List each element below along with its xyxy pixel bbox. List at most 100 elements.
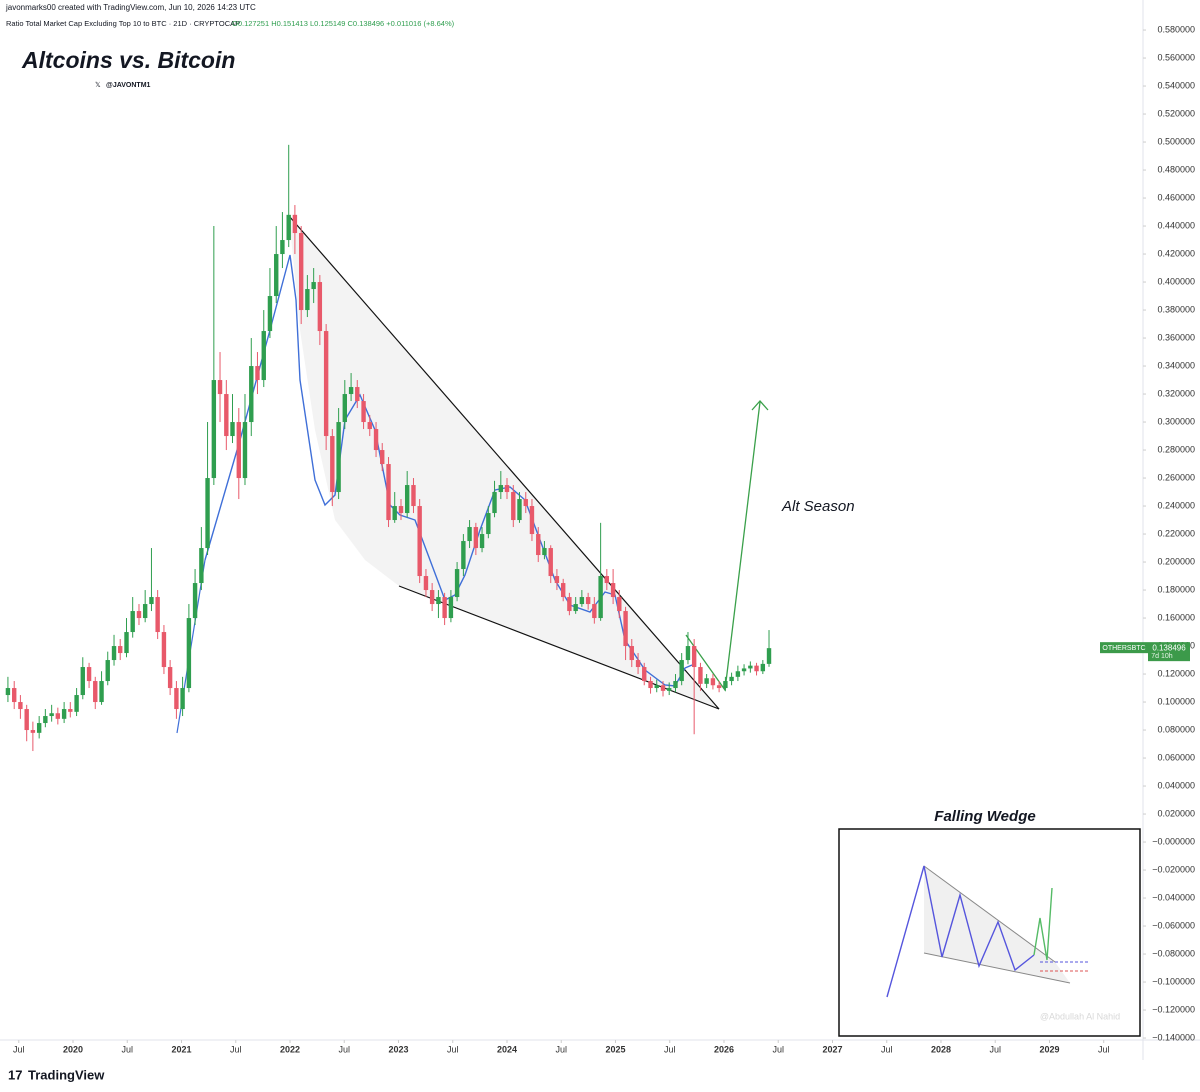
title: Altcoins vs. Bitcoin: [21, 47, 235, 73]
candle-body: [461, 541, 466, 570]
y-tick-label: 0.420000: [1157, 248, 1195, 258]
handle: @JAVONTM1: [106, 82, 151, 89]
y-tick-label: 0.340000: [1157, 360, 1195, 370]
candle-body: [24, 709, 29, 731]
x-tick-label: 2021: [171, 1044, 191, 1054]
y-tick-label: 0.120000: [1157, 668, 1195, 678]
candle-body: [610, 583, 616, 598]
y-tick-label: 0.580000: [1157, 24, 1195, 34]
candle-body: [49, 713, 54, 717]
candle-body: [404, 485, 410, 514]
candle-body: [536, 534, 541, 556]
candle-body: [36, 723, 42, 733]
candle-body: [735, 671, 741, 677]
candle-body: [367, 422, 372, 430]
x-tick-label: Jul: [555, 1044, 567, 1054]
candle-body: [511, 492, 516, 521]
candle-body: [86, 667, 92, 682]
candle-body: [642, 667, 647, 682]
candle-body: [617, 597, 622, 612]
candle-body: [74, 695, 79, 712]
y-tick-label: −0.080000: [1152, 948, 1195, 958]
candle-body: [691, 646, 697, 668]
candle-body: [635, 660, 641, 668]
candle-body: [167, 667, 173, 689]
candle-body: [211, 380, 217, 479]
candle-body: [242, 422, 248, 479]
candle-body: [604, 576, 610, 584]
candle-body: [274, 254, 279, 297]
y-tick-label: 0.360000: [1157, 332, 1195, 342]
y-tick-label: 0.480000: [1157, 164, 1195, 174]
candle-body: [729, 676, 734, 682]
candle-body: [573, 604, 578, 612]
price-tag-value: 0.138496: [1152, 643, 1186, 652]
x-tick-label: Jul: [338, 1044, 350, 1054]
candle-body: [149, 597, 154, 605]
candle-body: [305, 289, 310, 311]
candle-body: [760, 663, 766, 672]
candle-body: [498, 485, 504, 493]
candle-body: [442, 597, 447, 619]
header: javonmarks00 created with TradingView.co…: [5, 3, 256, 12]
y-tick-label: 0.540000: [1157, 80, 1195, 90]
inset-path: [886, 865, 1035, 998]
y-tick-label: 0.500000: [1157, 136, 1195, 146]
annotation: Alt Season: [781, 498, 855, 515]
y-tick-label: 0.560000: [1157, 52, 1195, 62]
candle-body: [111, 646, 117, 661]
y-tick-label: 0.060000: [1157, 752, 1195, 762]
candle-body: [648, 681, 653, 689]
candle-body: [298, 233, 304, 311]
candle-body: [554, 576, 560, 584]
candle-body: [118, 646, 123, 654]
candle-body: [186, 618, 192, 689]
x-tick-label: Jul: [664, 1044, 676, 1054]
x-tick-label: 2023: [388, 1044, 408, 1054]
candle-body: [629, 646, 634, 661]
candle-body: [18, 702, 23, 710]
candle-body: [679, 660, 684, 682]
candle-body: [68, 709, 73, 712]
candle-body: [199, 548, 204, 584]
candle-body: [30, 730, 36, 733]
candle-body: [361, 401, 366, 423]
candle-body: [467, 527, 472, 542]
candle-body: [5, 688, 11, 696]
candle-body: [286, 214, 291, 241]
inset-lower: [923, 952, 1071, 984]
x-tick-label: 2028: [931, 1044, 951, 1054]
x-tick-label: 2022: [280, 1044, 300, 1054]
candle-body: [529, 506, 535, 535]
y-tick-label: 0.260000: [1157, 472, 1195, 482]
annotation: Falling Wedge: [934, 808, 1035, 825]
x-tick-label: 2027: [822, 1044, 842, 1054]
candle-body: [192, 583, 198, 619]
x-tick-label: Jul: [230, 1044, 242, 1054]
candle-body: [492, 492, 497, 514]
candle-body: [161, 632, 167, 668]
y-tick-label: 0.280000: [1157, 444, 1195, 454]
candle-body: [355, 387, 360, 402]
candle-body: [754, 665, 759, 672]
y-tick-label: 0.320000: [1157, 388, 1195, 398]
candle-body: [136, 611, 142, 619]
inset-upper: [923, 865, 1056, 963]
wedge-upper: [288, 215, 720, 710]
y-tick-label: −0.000000: [1152, 836, 1195, 846]
candle-body: [99, 681, 104, 703]
candle-body: [317, 282, 323, 332]
y-tick-label: 0.200000: [1157, 556, 1195, 566]
x-tick-label: Jul: [122, 1044, 134, 1054]
x-tick-label: 2024: [497, 1044, 517, 1054]
candle-body: [517, 499, 522, 521]
candle-body: [704, 678, 709, 684]
y-tick-label: 0.040000: [1157, 780, 1195, 790]
candle-body: [710, 678, 716, 686]
x-tick-label: Jul: [881, 1044, 893, 1054]
candle-body: [386, 464, 391, 521]
y-tick-label: −0.020000: [1152, 864, 1195, 874]
candle-body: [585, 597, 591, 605]
y-tick-label: 0.020000: [1157, 808, 1195, 818]
x-tick-label: Jul: [447, 1044, 459, 1054]
